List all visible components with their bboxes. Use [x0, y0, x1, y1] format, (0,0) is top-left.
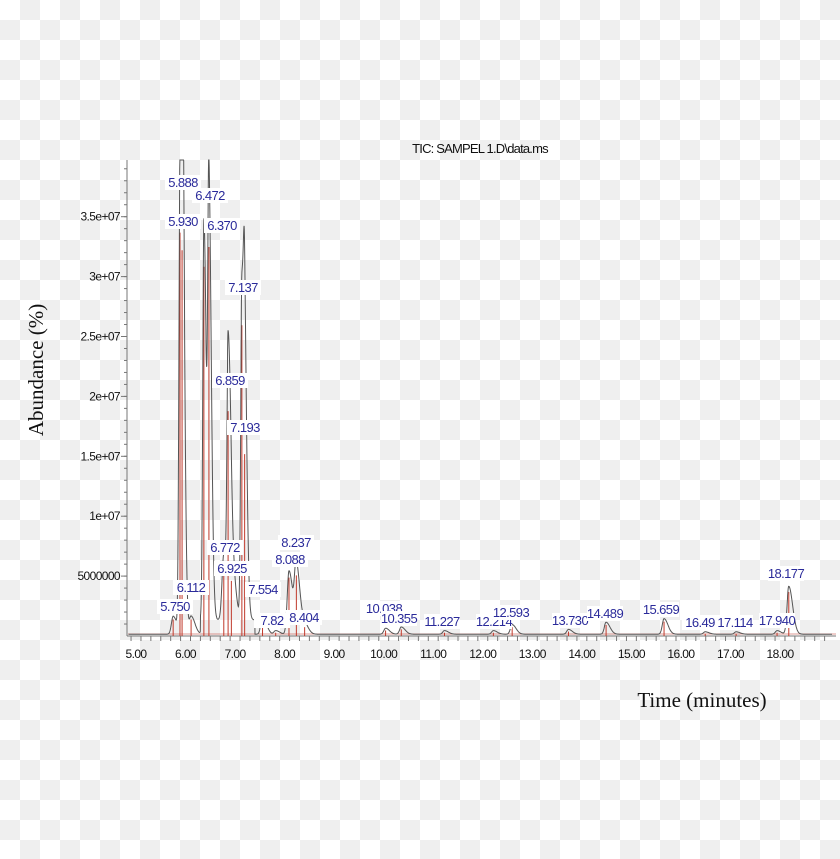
- x-tick-label: 15.00: [618, 647, 646, 661]
- peak-label: 8.088: [275, 552, 305, 567]
- peak-label-bg: [173, 580, 209, 595]
- peak-label: 6.772: [210, 540, 240, 555]
- x-tick-label: 11.00: [420, 647, 447, 661]
- peak-label: 18.177: [768, 566, 805, 581]
- y-tick-label: 3.5e+07: [80, 210, 120, 224]
- peak-label: 14.489: [587, 606, 624, 621]
- y-axis-label: Abundance (%): [24, 304, 48, 436]
- peak-label: 5.888: [168, 175, 198, 190]
- peak-label-bg: [225, 280, 261, 295]
- y-tick-label: 2.5e+07: [80, 330, 120, 344]
- x-tick-label: 14.00: [568, 647, 596, 661]
- peak-label-bg: [227, 420, 263, 435]
- peak-label-bg: [587, 606, 623, 621]
- peak-label-bg: [768, 566, 804, 581]
- peak-label-bg: [552, 613, 588, 628]
- peak-label: 6.925: [217, 561, 247, 576]
- y-tick-label: 1.5e+07: [80, 449, 120, 463]
- peak-label-bg: [278, 535, 314, 550]
- peak-label: 10.355: [381, 611, 418, 626]
- peak-label: 15.659: [643, 602, 680, 617]
- peak-label-bg: [192, 188, 228, 203]
- peak-labels: 5.750 5.888 5.930 6.112 6.370 6.472 6.772 6.859…: [157, 175, 805, 630]
- x-axis-label: Time (minutes): [637, 688, 766, 712]
- peak-label-bg: [245, 582, 281, 597]
- peak-label: 13.730: [552, 613, 589, 628]
- peak-label: 6.472: [195, 188, 225, 203]
- peak-label: 7.82: [261, 613, 284, 628]
- peak-label: 5.930: [168, 214, 198, 229]
- y-tick-label: 2e+07: [89, 389, 121, 403]
- y-tick-label: 3e+07: [89, 270, 121, 284]
- peak-label: 8.404: [289, 610, 319, 625]
- peak-label: 7.193: [230, 420, 260, 435]
- peak-label-bg: [214, 561, 250, 576]
- peak-label-bg: [759, 613, 795, 628]
- peak-label-bg: [157, 599, 193, 614]
- peak-label-bg: [165, 175, 201, 190]
- peak-label: 6.370: [207, 218, 237, 233]
- peak-label-bg: [286, 610, 322, 625]
- y-tick-label: 5000000: [77, 569, 120, 583]
- peak-label: 11.227: [424, 614, 460, 629]
- axes: 5.00 6.00 7.00 8.00 9.00 10.00 11.00 12.00 13.00…: [77, 160, 836, 661]
- x-tick-label: 9.00: [324, 647, 346, 661]
- peak-label: 7.554: [248, 582, 278, 597]
- peak-label-bg: [682, 615, 718, 630]
- peak-label-bg: [204, 218, 240, 233]
- peak-label: 5.750: [160, 599, 190, 614]
- tic-trace: [128, 159, 832, 635]
- peak-label: 6.112: [177, 580, 206, 595]
- x-tick-label: 10.00: [370, 647, 398, 661]
- x-tick-label: 16.00: [667, 647, 695, 661]
- x-tick-label: 8.00: [274, 647, 296, 661]
- peak-label: 6.859: [215, 373, 245, 388]
- peak-label: 8.237: [281, 535, 311, 550]
- peak-label: 17.940: [759, 613, 796, 628]
- x-tick-label: 5.00: [126, 647, 148, 661]
- peak-label: 7.137: [228, 280, 258, 295]
- x-tick-label: 6.00: [175, 647, 197, 661]
- peak-label-bg: [643, 602, 679, 617]
- x-tick-label: 18.00: [767, 647, 795, 661]
- peak-label-bg: [717, 615, 753, 630]
- peak-label: 12.593: [493, 605, 530, 620]
- y-tick-label: 1e+07: [89, 509, 121, 523]
- peak-label: 16.49: [685, 615, 715, 630]
- peak-label-bg: [212, 373, 248, 388]
- peak-label: 17.114: [717, 615, 753, 630]
- peak-label-bg: [165, 214, 201, 229]
- x-tick-label: 12.00: [469, 647, 497, 661]
- peak-label-bg: [207, 540, 243, 555]
- x-tick-label: 13.00: [519, 647, 547, 661]
- peak-label-bg: [381, 611, 417, 626]
- chart-title: TIC: SAMPEL 1.D\data.ms: [412, 141, 549, 156]
- x-tick-label: 7.00: [225, 647, 247, 661]
- peak-label-bg: [254, 613, 290, 628]
- peak-label-bg: [493, 605, 529, 620]
- peak-label-bg: [424, 614, 460, 629]
- x-tick-label: 17.00: [717, 647, 745, 661]
- peak-label-bg: [272, 552, 308, 567]
